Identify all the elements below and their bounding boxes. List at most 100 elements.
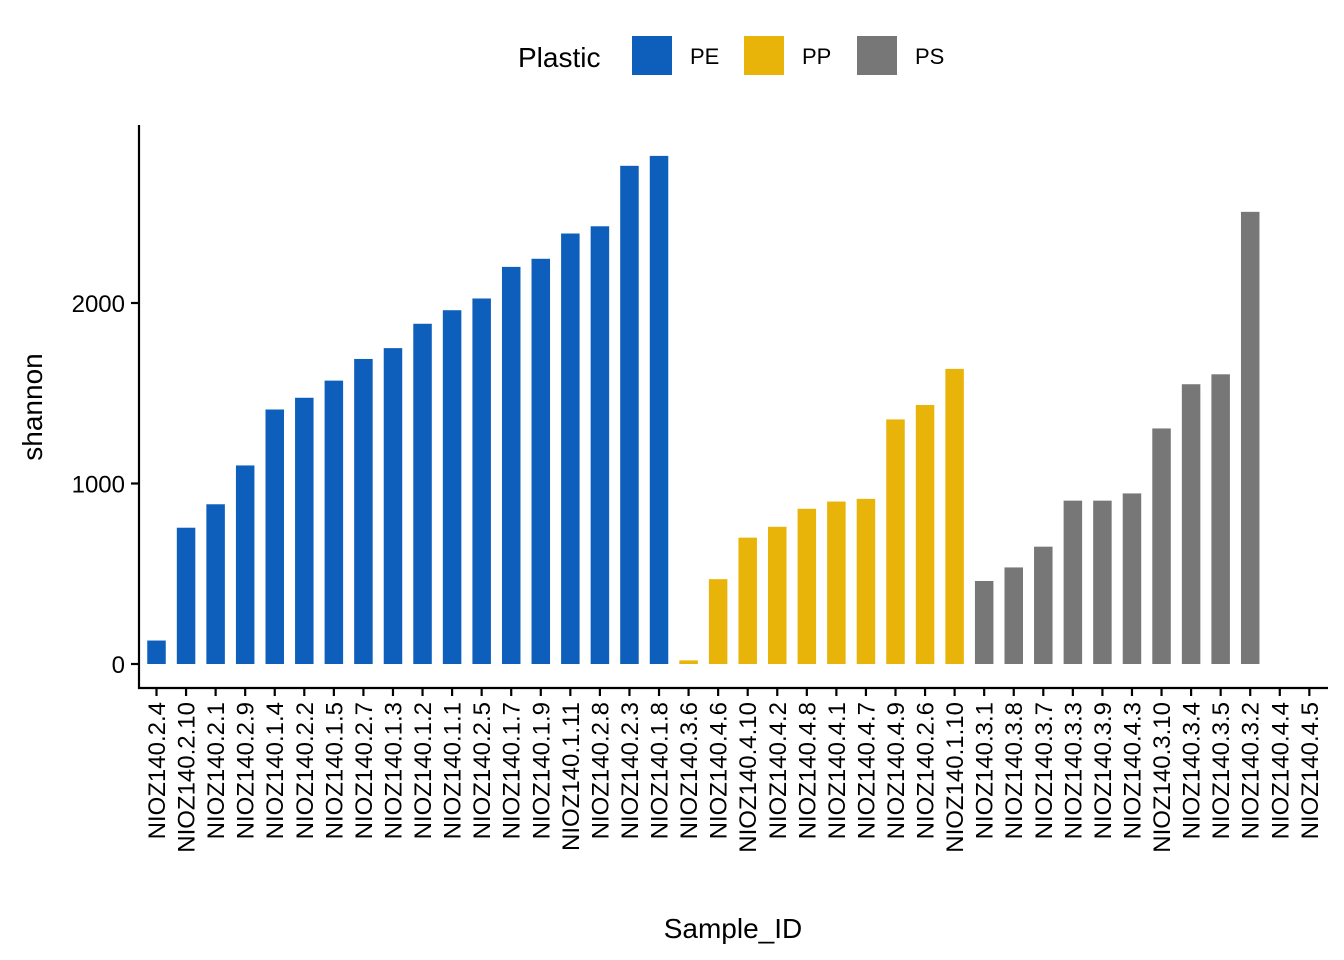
bar (590, 226, 610, 664)
x-tick-label: NIOZ140.4.2 (765, 702, 792, 839)
x-tick-label: NIOZ140.4.4 (1267, 702, 1294, 839)
x-tick-label: NIOZ140.3.9 (1090, 702, 1117, 839)
bar (974, 580, 994, 664)
y-ticks: 0 1000 2000 (72, 291, 139, 679)
x-tick-label: NIOZ140.1.8 (647, 702, 674, 839)
bar (768, 526, 787, 664)
bar (1093, 500, 1112, 664)
bar (531, 258, 551, 664)
bar (383, 348, 403, 664)
x-tick-label: NIOZ140.3.7 (1031, 702, 1058, 839)
legend: Plastic PE PP PS (518, 36, 944, 75)
bar (1063, 500, 1083, 664)
legend-item-pe: PE (632, 36, 719, 75)
bar (708, 579, 728, 664)
x-tick-label: NIOZ140.1.7 (499, 702, 526, 839)
y-axis: 0 1000 2000 (72, 125, 141, 689)
x-tick-label: NIOZ140.3.3 (1060, 702, 1087, 839)
legend-item-ps: PS (857, 36, 944, 75)
bar (856, 498, 876, 664)
x-axis: NIOZ140.2.4 NIOZ140.2.10 NIOZ140.2.1 NIOZ14… (138, 686, 1328, 853)
bar (797, 508, 817, 664)
bar (561, 233, 580, 664)
bar (501, 266, 521, 664)
bar (1240, 211, 1260, 664)
bar (1004, 567, 1023, 664)
x-tick-label: NIOZ140.4.6 (706, 702, 733, 839)
x-tick-label: NIOZ140.1.4 (262, 702, 289, 839)
legend-swatch (857, 36, 897, 75)
y-tick-label: 2000 (72, 291, 125, 318)
bars (147, 155, 1260, 664)
legend-label: PS (915, 44, 944, 69)
x-tick-label: NIOZ140.3.5 (1208, 702, 1235, 839)
x-tick-label: NIOZ140.3.2 (1238, 702, 1265, 839)
bar (1122, 493, 1142, 664)
bar (1152, 428, 1171, 664)
x-tick-label: NIOZ140.2.5 (469, 702, 496, 839)
x-tick-label: NIOZ140.1.9 (528, 702, 555, 839)
x-tick-label: NIOZ140.2.1 (203, 702, 230, 839)
x-tick-label: NIOZ140.2.2 (292, 702, 319, 839)
bar (295, 397, 314, 664)
legend-swatch (632, 36, 672, 75)
bar (413, 323, 432, 664)
legend-items: PE PP PS (632, 36, 944, 75)
x-tick-label: NIOZ140.2.4 (144, 702, 171, 839)
x-tick-label: NIOZ140.2.7 (351, 702, 378, 839)
x-tick-label: NIOZ140.3.4 (1179, 702, 1206, 839)
bar (206, 504, 225, 664)
bar (945, 368, 964, 664)
x-tick-label: NIOZ140.2.9 (233, 702, 260, 839)
x-tick-label: NIOZ140.4.9 (883, 702, 910, 839)
bar (354, 358, 373, 664)
bar (1034, 546, 1053, 664)
bar (1211, 374, 1230, 664)
bar (324, 380, 344, 664)
bar (620, 165, 639, 664)
x-tick-label: NIOZ140.2.10 (174, 702, 201, 853)
x-tick-label: NIOZ140.1.1 (440, 702, 467, 839)
x-tick-label: NIOZ140.4.7 (853, 702, 880, 839)
bar (827, 501, 846, 664)
x-tick-label: NIOZ140.2.3 (617, 702, 644, 839)
legend-swatch (744, 36, 784, 75)
x-tick-label: NIOZ140.1.2 (410, 702, 437, 839)
x-tick-label: NIOZ140.4.10 (735, 702, 762, 853)
legend-title: Plastic (518, 42, 600, 73)
x-tick-label: NIOZ140.3.1 (972, 702, 999, 839)
bar (1181, 384, 1201, 664)
bar (915, 404, 935, 664)
x-tick-label: NIOZ140.3.10 (1149, 702, 1176, 853)
x-tick-label: NIOZ140.4.8 (794, 702, 821, 839)
bar (738, 537, 757, 664)
x-ticks: NIOZ140.2.4 NIOZ140.2.10 NIOZ140.2.1 NIOZ14… (144, 688, 1324, 853)
bar (235, 465, 255, 664)
x-tick-label: NIOZ140.1.3 (380, 702, 407, 839)
x-tick-label: NIOZ140.1.10 (942, 702, 969, 853)
y-tick-label: 1000 (72, 472, 125, 499)
x-axis-title: Sample_ID (664, 913, 803, 944)
bar (649, 155, 669, 664)
bar (886, 419, 905, 664)
x-tick-label: NIOZ140.4.1 (824, 702, 851, 839)
bar (679, 660, 698, 664)
legend-label: PE (690, 44, 719, 69)
x-tick-label: NIOZ140.4.5 (1297, 702, 1324, 839)
bar (472, 298, 491, 664)
x-tick-label: NIOZ140.2.8 (587, 702, 614, 839)
bar (176, 527, 196, 664)
x-tick-label: NIOZ140.2.6 (913, 702, 940, 839)
x-tick-label: NIOZ140.1.5 (321, 702, 348, 839)
bar (442, 310, 462, 664)
x-tick-label: NIOZ140.1.11 (558, 702, 585, 851)
x-tick-label: NIOZ140.3.6 (676, 702, 703, 839)
bar (265, 409, 284, 664)
y-axis-title: shannon (17, 353, 48, 460)
bar (147, 640, 166, 664)
legend-label: PP (802, 44, 831, 69)
x-tick-label: NIOZ140.4.3 (1119, 702, 1146, 839)
y-tick-label: 0 (112, 652, 125, 679)
legend-item-pp: PP (744, 36, 831, 75)
